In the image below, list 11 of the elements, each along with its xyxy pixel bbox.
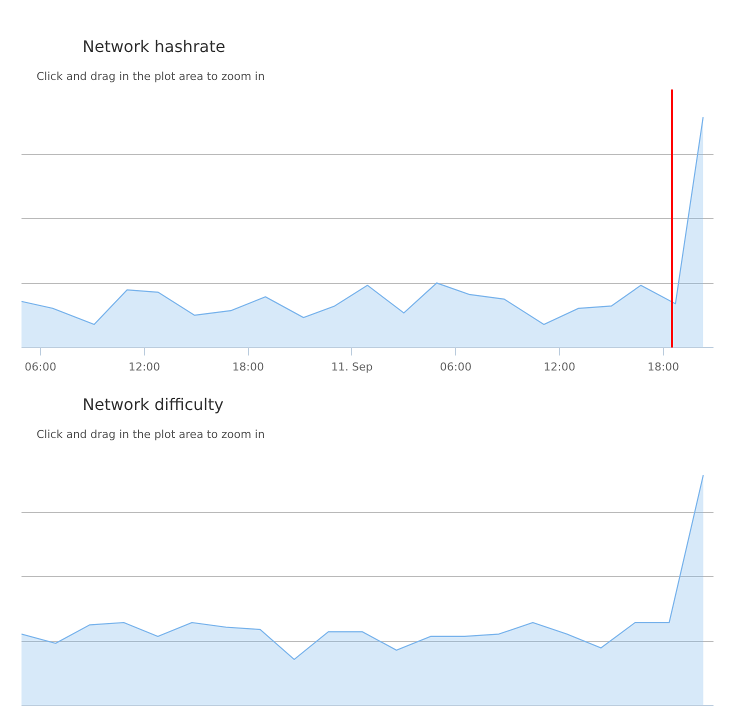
x-tick-label: 12:00 (544, 360, 576, 374)
x-tick-label: 18:00 (232, 360, 264, 374)
chart-title: Network difficulty (82, 395, 224, 414)
x-tick-label: 06:00 (440, 360, 472, 374)
x-tick-label: 06:00 (24, 360, 56, 374)
x-tick-label: 18:00 (647, 360, 680, 374)
chart-title: Network hashrate (82, 37, 226, 56)
chart-subtitle: Click and drag in the plot area to zoom in (36, 428, 265, 441)
x-tick-label: 12:00 (128, 360, 160, 374)
chart-subtitle: Click and drag in the plot area to zoom in (36, 70, 265, 83)
x-tick-label: 11. Sep (331, 360, 373, 374)
